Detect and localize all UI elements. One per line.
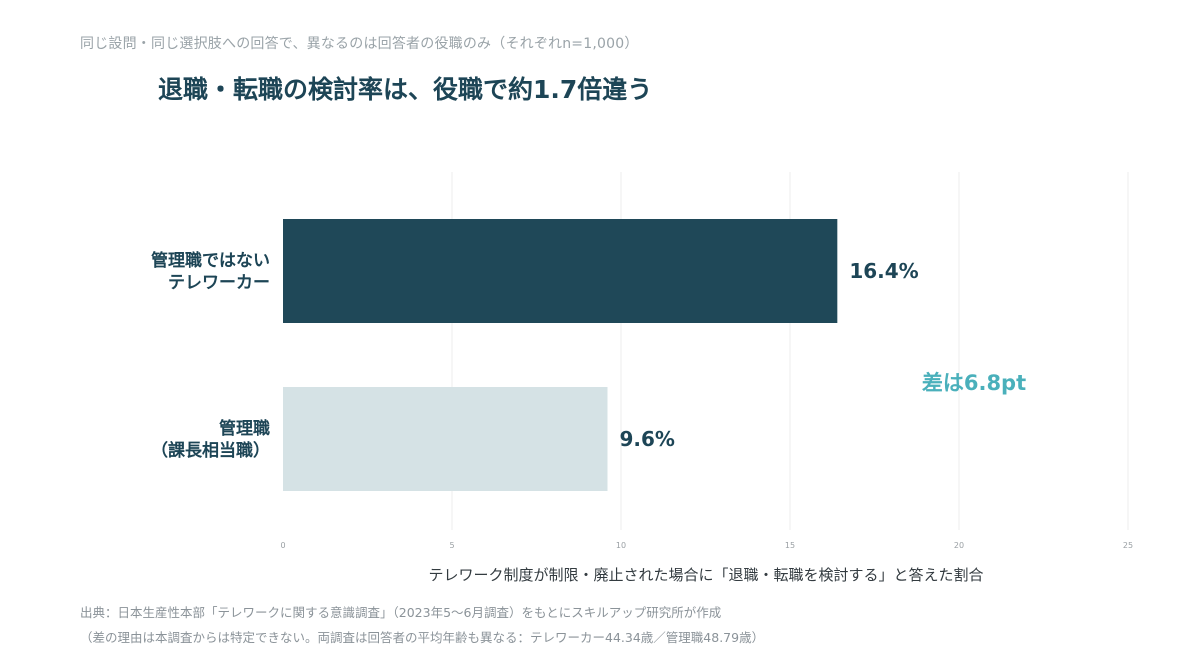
bar-chart: 0 5 10 15 20 25 16.4% 管理職ではないテレワーカー 9.6% 管理職（課長相当…	[151, 172, 1133, 584]
x-tick-label: 10	[616, 541, 626, 550]
category-label: 管理職（課長相当職）	[151, 418, 270, 461]
bar-0	[283, 219, 838, 323]
source-note: 出典：日本生産性本部「テレワークに関する意識調査」（2023年5〜6月調査）をも…	[80, 605, 722, 620]
difference-annotation: 差は6.8pt	[922, 371, 1026, 395]
chart-subtitle: 同じ設問・同じ選択肢への回答で、異なるのは回答者の役職のみ（それぞれn=1,00…	[80, 36, 639, 52]
explanatory-note: （差の理由は本調査からは特定できない。両調査は回答者の平均年齢も異なる：テレワー…	[80, 630, 765, 645]
chart-title: 退職・転職の検討率は、役職で約1.7倍違う	[158, 75, 653, 104]
category-label: 管理職ではないテレワーカー	[151, 250, 270, 293]
x-axis-label: テレワーク制度が制限・廃止された場合に「退職・転職を検討する」と答えた割合	[428, 566, 983, 584]
bar-value-label: 9.6%	[619, 427, 674, 451]
x-tick-label: 15	[785, 541, 795, 550]
bar-1	[283, 387, 608, 491]
bar-value-label: 16.4%	[849, 259, 918, 283]
x-tick-label: 5	[449, 541, 454, 550]
x-tick-label: 25	[1123, 541, 1133, 550]
x-tick-label: 20	[954, 541, 964, 550]
x-tick-label: 0	[280, 541, 285, 550]
